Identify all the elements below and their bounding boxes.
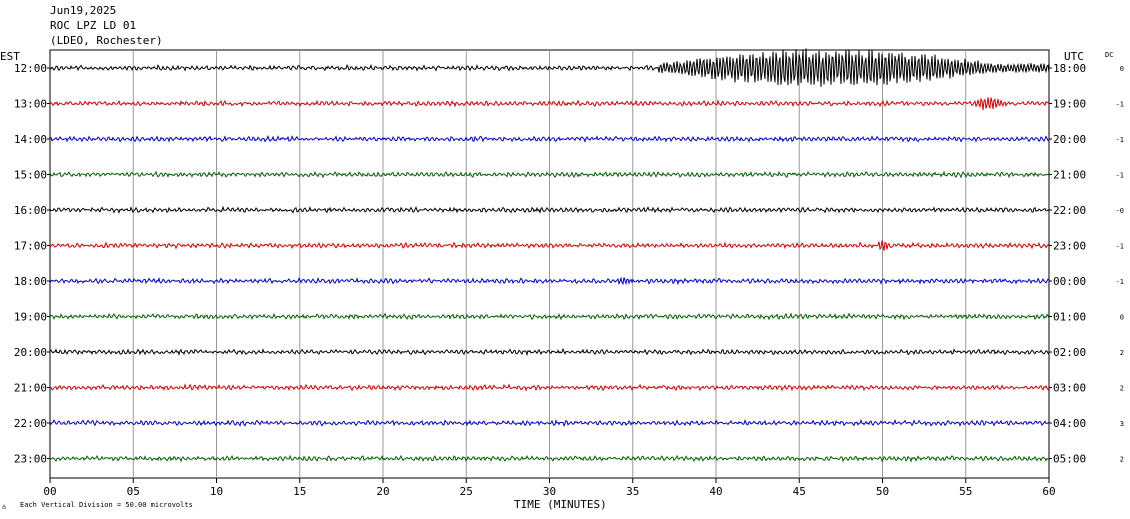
est-time-label: 13:00 xyxy=(14,98,47,111)
est-time-label: 18:00 xyxy=(14,275,47,288)
seismic-trace xyxy=(49,383,1050,392)
x-tick-label: 50 xyxy=(876,485,889,498)
network-name: (LDEO, Rochester) xyxy=(50,34,163,47)
est-time-label: 20:00 xyxy=(14,346,47,359)
x-tick-label: 35 xyxy=(626,485,639,498)
utc-time-label: 18:00 xyxy=(1053,62,1086,75)
seismic-trace xyxy=(49,134,1050,144)
seismic-trace xyxy=(49,312,1050,321)
utc-time-label: 04:00 xyxy=(1053,417,1086,430)
scale-note: Each Vertical Division = 50.00 microvolt… xyxy=(20,501,193,509)
dc-value: 0 xyxy=(1120,65,1124,73)
est-time-label: 12:00 xyxy=(14,62,47,75)
dc-value: -0 xyxy=(1116,207,1124,215)
utc-time-label: 01:00 xyxy=(1053,311,1086,324)
seismic-trace xyxy=(49,418,1050,427)
dc-value: 2 xyxy=(1120,456,1124,464)
x-tick-label: 25 xyxy=(460,485,473,498)
est-time-label: 15:00 xyxy=(14,169,47,182)
seismic-trace xyxy=(49,205,1050,214)
dc-label: DC xyxy=(1105,51,1113,59)
utc-time-label: 20:00 xyxy=(1053,133,1086,146)
seismic-trace xyxy=(49,48,1050,87)
utc-time-label: 21:00 xyxy=(1053,169,1086,182)
dc-value: 2 xyxy=(1120,349,1124,357)
seismic-trace xyxy=(49,276,1050,286)
x-tick-label: 00 xyxy=(43,485,56,498)
utc-time-label: 02:00 xyxy=(1053,346,1086,359)
dc-value: 2 xyxy=(1120,385,1124,393)
est-time-label: 21:00 xyxy=(14,382,47,395)
utc-time-label: 22:00 xyxy=(1053,204,1086,217)
x-tick-label: 30 xyxy=(543,485,556,498)
seismic-trace xyxy=(49,347,1050,357)
x-tick-label: 20 xyxy=(376,485,389,498)
est-time-label: 16:00 xyxy=(14,204,47,217)
scale-icon: ◬ xyxy=(2,502,7,510)
est-time-label: 22:00 xyxy=(14,417,47,430)
x-tick-label: 05 xyxy=(127,485,140,498)
seismic-trace xyxy=(49,170,1050,179)
utc-time-label: 05:00 xyxy=(1053,453,1086,466)
utc-axis-label: UTC xyxy=(1064,50,1084,63)
est-time-label: 19:00 xyxy=(14,311,47,324)
seismic-trace xyxy=(49,240,1050,251)
station-name: ROC LPZ LD 01 xyxy=(50,19,137,32)
dc-value: -1 xyxy=(1116,101,1124,109)
x-tick-label: 45 xyxy=(793,485,806,498)
x-tick-label: 40 xyxy=(709,485,722,498)
x-tick-label: 60 xyxy=(1042,485,1055,498)
dc-value: -1 xyxy=(1116,243,1124,251)
x-tick-label: 10 xyxy=(210,485,223,498)
chart-date: Jun19,2025 xyxy=(50,4,117,17)
seismic-trace xyxy=(49,97,1050,111)
est-time-label: 23:00 xyxy=(14,453,47,466)
utc-time-label: 23:00 xyxy=(1053,240,1086,253)
x-tick-label: 15 xyxy=(293,485,306,498)
dc-value: -1 xyxy=(1116,172,1124,180)
utc-time-label: 00:00 xyxy=(1053,275,1086,288)
utc-time-label: 19:00 xyxy=(1053,98,1086,111)
dc-value: -1 xyxy=(1116,136,1124,144)
est-time-label: 14:00 xyxy=(14,133,47,146)
x-tick-label: 55 xyxy=(959,485,972,498)
dc-value: -1 xyxy=(1116,278,1124,286)
x-axis-label: TIME (MINUTES) xyxy=(514,498,607,511)
dc-value: 0 xyxy=(1120,314,1124,322)
seismic-trace xyxy=(49,454,1050,463)
est-axis-label: EST xyxy=(0,50,20,63)
dc-value: 3 xyxy=(1120,420,1124,428)
est-time-label: 17:00 xyxy=(14,240,47,253)
utc-time-label: 03:00 xyxy=(1053,382,1086,395)
